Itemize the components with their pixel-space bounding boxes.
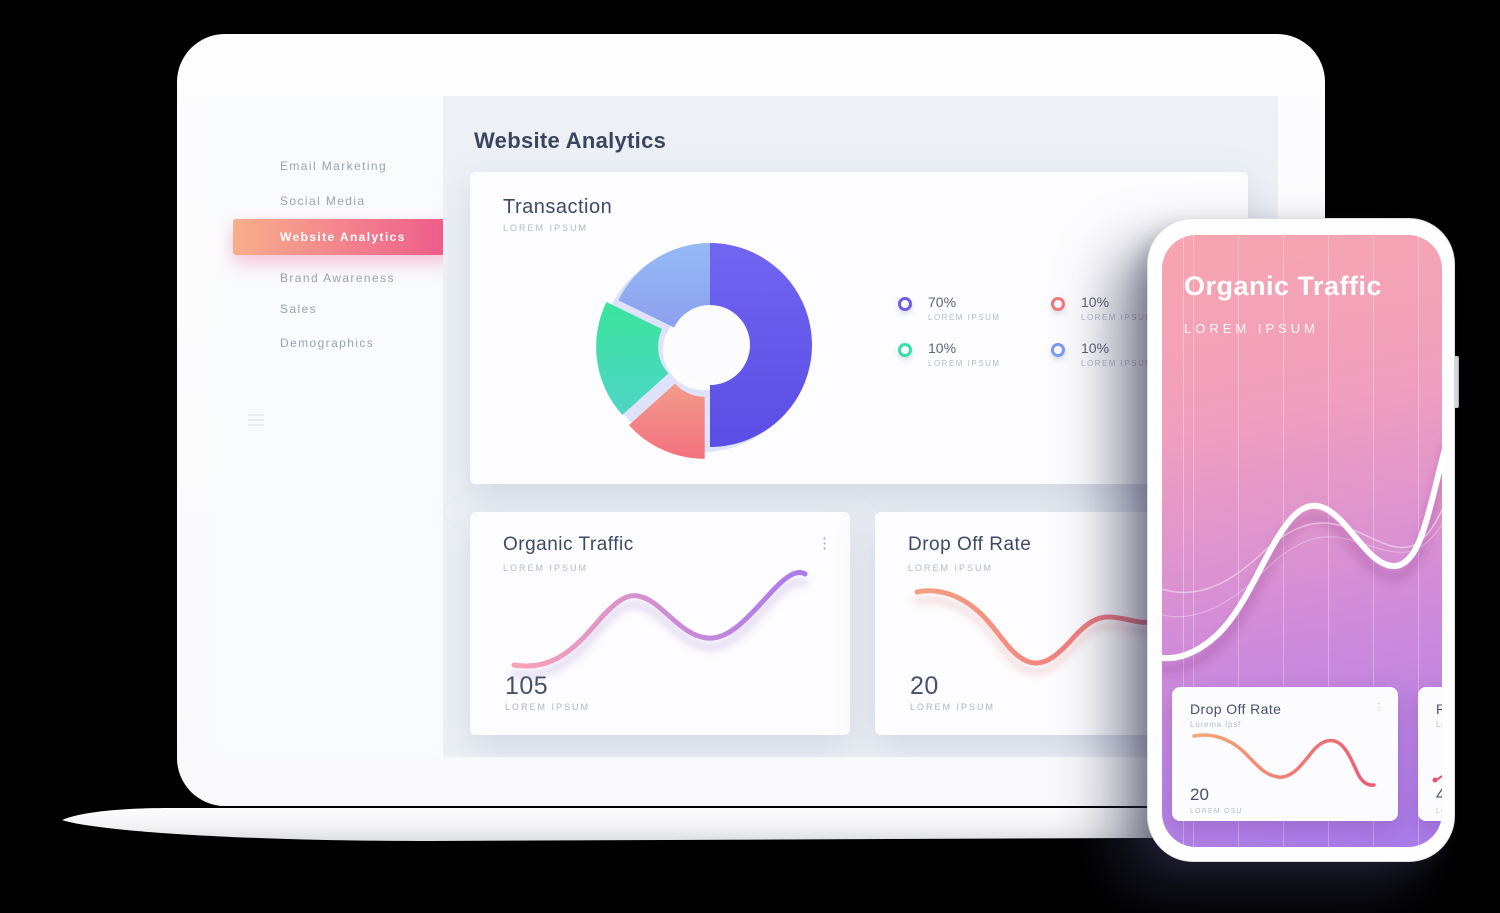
legend-label: LOREM IPSUM (928, 313, 1001, 322)
legend-ring-salmon-icon (1051, 297, 1065, 311)
legend-item-salmon: 10% LOREM IPSUM (1051, 294, 1201, 334)
transaction-title: Transaction (503, 196, 613, 218)
phone-dropoff-subtitle: Lorema Ipsf (1190, 720, 1242, 729)
sidebar-item-social-media[interactable]: Social Media (280, 194, 366, 208)
phone-partial-chart (1432, 774, 1442, 783)
sidebar: Email Marketing Social Media Website Ana… (217, 96, 452, 757)
sidebar-item-demographics[interactable]: Demographics (280, 336, 375, 350)
organic-line-shadow (511, 578, 808, 678)
phone-wave-main (1162, 448, 1442, 662)
phone-page-subtitle: LOREM IPSUM (1184, 321, 1320, 336)
page-title: Website Analytics (474, 128, 667, 153)
phone-partial-line (1437, 774, 1442, 780)
phone-partial-value: 4 (1436, 785, 1442, 804)
phone-partial-card: R Lo 4 LO (1418, 687, 1442, 821)
sidebar-item-brand-awareness[interactable]: Brand Awareness (280, 271, 395, 285)
legend-item-green: 10% LOREM IPSUM (898, 340, 1048, 380)
legend-value: 70% (928, 294, 957, 310)
phone-dropoff-title: Drop Off Rate (1190, 701, 1282, 717)
legend-value: 10% (928, 340, 957, 356)
transaction-card: Transaction LOREM IPSUM 70% LOREM IPSUM (470, 172, 1248, 484)
legend-value: 10% (1081, 340, 1110, 356)
phone-partial-caption: LO (1436, 808, 1442, 815)
donut-slice-2[interactable] (596, 301, 669, 415)
phone-dropoff-card: Drop Off Rate Lorema Ipsf ⋮ 20 LOREM OSU (1172, 687, 1398, 821)
phone-screen: Organic Traffic LOREM IPSUM Drop Off Rat… (1162, 235, 1442, 847)
donut-slice-1[interactable] (628, 383, 705, 459)
transaction-donut-chart[interactable] (595, 230, 825, 460)
legend-label: LOREM IPSUM (1081, 313, 1154, 322)
donut-hole (669, 304, 751, 386)
legend-label: LOREM IPSUM (928, 359, 1001, 368)
hamburger-menu-icon[interactable] (248, 414, 264, 429)
legend-item-purple: 70% LOREM IPSUM (898, 294, 1048, 334)
legend-ring-purple-icon (898, 297, 912, 311)
dropoff-rate-caption: LOREM IPSUM (910, 702, 996, 712)
organic-traffic-value: 105 (505, 672, 549, 700)
phone-dropoff-chart (1192, 733, 1376, 787)
organic-traffic-chart (511, 570, 808, 678)
dropoff-rate-title: Drop Off Rate (908, 534, 1032, 555)
phone-organic-wave-chart (1162, 448, 1442, 674)
dashboard: Email Marketing Social Media Website Ana… (217, 96, 1278, 757)
organic-traffic-subtitle: LOREM IPSUM (503, 563, 589, 573)
legend-item-blue: 10% LOREM IPSUM (1051, 340, 1201, 380)
organic-traffic-caption: LOREM IPSUM (505, 702, 591, 712)
legend-label: LOREM IPSUM (1081, 359, 1154, 368)
sidebar-item-website-analytics[interactable]: Website Analytics (233, 219, 452, 255)
legend-ring-blue-icon (1051, 343, 1065, 357)
phone-page-title: Organic Traffic (1184, 271, 1383, 301)
donut-slice-0[interactable] (710, 243, 812, 447)
sidebar-active-label: Website Analytics (280, 230, 406, 244)
phone-dropoff-caption: LOREM OSU (1190, 808, 1243, 815)
donut-slice-3[interactable] (618, 243, 710, 328)
kebab-menu-icon[interactable]: ⋮ (817, 535, 832, 552)
phone-mockup: Organic Traffic LOREM IPSUM Drop Off Rat… (1147, 218, 1459, 862)
dropoff-rate-subtitle: LOREM IPSUM (908, 563, 994, 573)
phone-dropoff-line (1192, 733, 1376, 787)
phone-partial-subtitle: Lo (1436, 720, 1442, 729)
legend-value: 10% (1081, 294, 1110, 310)
legend-ring-green-icon (898, 343, 912, 357)
phone-side-button (1454, 356, 1459, 408)
phone-dropoff-value: 20 (1190, 785, 1209, 804)
organic-traffic-title: Organic Traffic (503, 534, 634, 555)
sidebar-item-email-marketing[interactable]: Email Marketing (280, 159, 388, 173)
phone-wave-shadow (1162, 455, 1442, 674)
dropoff-rate-value: 20 (910, 672, 939, 700)
transaction-subtitle: LOREM IPSUM (503, 223, 589, 233)
organic-traffic-card: Organic Traffic LOREM IPSUM ⋮ (470, 512, 850, 735)
kebab-menu-icon[interactable]: ⋮ (1374, 702, 1384, 713)
phone-partial-title: R (1436, 701, 1442, 717)
donut-slices[interactable] (596, 243, 812, 459)
organic-line (511, 570, 808, 669)
sidebar-item-sales[interactable]: Sales (280, 302, 318, 316)
